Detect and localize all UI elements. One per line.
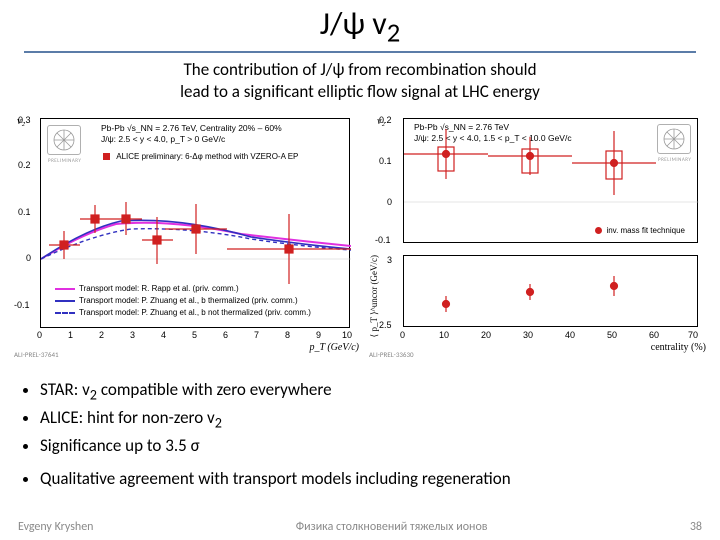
footer: Evgeny Kryshen Физика столкновений тяжел…: [0, 520, 720, 534]
leg-m1: Transport model: R. Rapp et al. (priv. c…: [79, 284, 239, 293]
ytick: 0.1: [18, 207, 31, 217]
ytick: -0.1: [14, 300, 30, 310]
title-text-a: J/: [320, 4, 343, 43]
xtick: 8: [285, 330, 290, 340]
b2a: ALICE: hint for non-zero v: [40, 407, 215, 428]
leg-m2: Transport model: P. Zhuang et al., b the…: [79, 296, 298, 305]
b1b: compatible with zero everywhere: [97, 379, 332, 400]
right-bottom-plot: [403, 255, 698, 327]
xtick: 70: [688, 330, 698, 340]
bullet-4: Qualitative agreement with transport mod…: [40, 468, 696, 489]
bullets-list-2: Qualitative agreement with transport mod…: [0, 462, 720, 489]
xtick: 0: [37, 330, 42, 340]
xtick: 9: [316, 330, 321, 340]
alice-logo-right: PRELIMINARY: [657, 124, 691, 154]
rh1: Pb-Pb √s_NN = 2.76 TeV: [414, 122, 509, 132]
rh2: J/ψ: 2.5 < y < 4.0, 1.5 < p_T < 10.0 GeV…: [414, 133, 572, 143]
right-header: Pb-Pb √s_NN = 2.76 TeV J/ψ: 2.5 < y < 4.…: [414, 122, 572, 145]
xtick: 20: [481, 330, 491, 340]
right-leg: inv. mass fit technique: [606, 226, 685, 235]
alice-prelim-label-r: PRELIMINARY: [658, 157, 690, 163]
xtick: 1: [68, 330, 73, 340]
ytick: 0.1: [379, 156, 392, 166]
right-caption: ALI-PREL-33630: [369, 350, 414, 359]
b1a: STAR: v: [40, 379, 90, 400]
ytick: 0: [387, 197, 392, 207]
xtick: 0: [400, 330, 405, 340]
subtitle: The contribution of J/ψ from recombinati…: [0, 59, 720, 110]
left-chart: v₂ Pb-Pb √s_NN = 2.76 TeV, Centrality 20…: [10, 110, 365, 360]
bullet-1: STAR: v2 compatible with zero everywhere: [40, 378, 696, 406]
title-sub: 2: [387, 17, 401, 49]
charts-row: v₂ Pb-Pb √s_NN = 2.76 TeV, Centrality 20…: [0, 110, 720, 362]
ytick: 2.5: [379, 320, 392, 330]
title-text-b: v: [365, 4, 387, 43]
left-h2: J/ψ: 2.5 < y < 4.0, p_T > 0 GeV/c: [101, 134, 225, 144]
xtick: 3: [130, 330, 135, 340]
left-leg-data: ALICE preliminary: 6-Δφ method with VZER…: [116, 152, 298, 161]
alice-logo-left: PRELIMINARY: [47, 125, 81, 155]
subtitle-c: lead to a significant elliptic flow sign…: [180, 81, 540, 102]
left-data-legend: ALICE preliminary: 6-Δφ method with VZER…: [103, 151, 298, 162]
footer-author: Evgeny Kryshen: [18, 520, 93, 534]
xtick: 50: [607, 330, 617, 340]
left-plot-area: Pb-Pb √s_NN = 2.76 TeV, Centrality 20% –…: [40, 118, 350, 328]
ytick: -0.1: [375, 235, 391, 245]
page-title: J/ψ v2: [0, 0, 720, 51]
leg-m3: Transport model: P. Zhuang et al., b not…: [79, 308, 311, 317]
xtick: 10: [439, 330, 449, 340]
xtick: 5: [192, 330, 197, 340]
ytick: 0: [26, 253, 31, 263]
left-h1: Pb-Pb √s_NN = 2.76 TeV, Centrality 20% –…: [101, 123, 282, 133]
bullet-2: ALICE: hint for non-zero v2: [40, 406, 696, 434]
subtitle-a: The contribution of J/: [183, 59, 332, 80]
right-chart: Pb-Pb √s_NN = 2.76 TeV J/ψ: 2.5 < y < 4.…: [365, 110, 710, 360]
left-model-legend: Transport model: R. Rapp et al. (priv. c…: [55, 283, 311, 319]
b2s: 2: [215, 414, 222, 431]
xtick: 2: [99, 330, 104, 340]
xtick: 7: [254, 330, 259, 340]
xtick: 40: [565, 330, 575, 340]
right-xlabel: centrality (%): [651, 342, 706, 353]
xtick: 30: [523, 330, 533, 340]
right-top-plot: Pb-Pb √s_NN = 2.76 TeV J/ψ: 2.5 < y < 4.…: [403, 118, 698, 243]
right-bottom-points: [404, 256, 699, 328]
ytick: 0.3: [18, 115, 31, 125]
right-bot-ylabel: ⟨ p_T ⟩^uncor (GeV/c): [369, 255, 379, 337]
xtick: 6: [223, 330, 228, 340]
title-rule: [24, 51, 696, 53]
left-header: Pb-Pb √s_NN = 2.76 TeV, Centrality 20% –…: [101, 123, 282, 146]
b3s: σ: [191, 435, 200, 456]
footer-lecture: Физика столкновений тяжелых ионов: [296, 520, 488, 534]
xtick: 10: [342, 330, 352, 340]
alice-prelim-label: PRELIMINARY: [48, 158, 80, 164]
left-caption: ALI-PREL-37641: [14, 350, 59, 359]
b1s: 2: [90, 386, 97, 403]
left-xlabel: p_T (GeV/c): [309, 342, 359, 353]
right-top-legend: inv. mass fit technique: [595, 225, 685, 236]
footer-page: 38: [690, 520, 702, 534]
xtick: 4: [161, 330, 166, 340]
ytick: 0.2: [379, 115, 392, 125]
ytick: 3: [387, 255, 392, 265]
xtick: 60: [649, 330, 659, 340]
title-psi: ψ: [342, 4, 365, 43]
subtitle-psi: ψ: [332, 59, 344, 80]
b3a: Significance up to 3.5: [40, 435, 191, 456]
subtitle-b: from recombination should: [344, 59, 536, 80]
bullet-3: Significance up to 3.5 σ: [40, 434, 696, 459]
bullets-list: STAR: v2 compatible with zero everywhere…: [0, 362, 720, 463]
ytick: 0.2: [18, 160, 31, 170]
